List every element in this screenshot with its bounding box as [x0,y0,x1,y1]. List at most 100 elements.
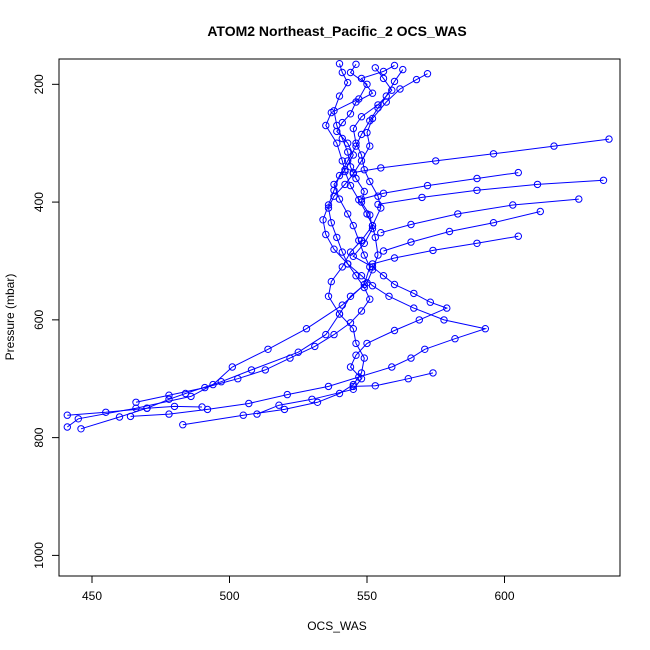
data-point [179,421,187,429]
data-point [335,171,344,180]
data-point [451,335,459,343]
data-point [360,354,368,362]
data-point [330,107,338,115]
y-tick-label: 400 [32,192,46,212]
data-point [280,405,289,414]
data-point [360,251,368,259]
data-point [346,319,355,327]
data-point [454,210,462,218]
data-point [366,211,374,219]
data-point [349,382,357,391]
data-point [338,248,346,256]
data-point [390,61,399,70]
data-point [349,252,357,260]
data-point [473,174,481,183]
data-point [333,233,341,242]
data-point [418,193,426,202]
data-point [399,65,407,74]
data-point [390,254,399,262]
y-tick-label: 800 [32,427,46,447]
data-point [423,70,432,78]
data-point [382,92,390,100]
data-point [363,128,371,137]
y-tick-label: 1000 [32,542,46,569]
data-point [330,245,338,253]
series-3 [179,64,396,429]
data-point [379,67,388,76]
data-point [349,168,357,177]
data-point [382,98,390,106]
data-point [344,148,352,156]
data-point [245,399,253,408]
data-point [357,375,366,383]
data-point [313,398,322,406]
series-1 [63,61,399,431]
data-point [333,139,341,147]
data-point [489,150,498,158]
data-point [261,366,269,374]
data-point [605,135,613,143]
data-point [330,192,338,200]
data-point [217,378,226,386]
data-point [415,316,423,324]
series-6 [132,70,432,406]
data-point [368,282,377,290]
data-point [575,195,583,203]
data-point [234,375,242,383]
data-point [429,369,437,377]
data-point [247,366,256,374]
data-point [412,75,421,84]
series-line [353,138,610,174]
data-point [368,114,377,123]
data-point [346,292,355,300]
data-point [390,77,399,86]
data-point [410,289,418,298]
data-point [346,110,355,118]
x-tick-label: 500 [219,589,239,603]
data-point [126,412,135,421]
series-9 [374,176,608,209]
data-point [335,310,344,318]
data-point [335,92,344,100]
data-point [253,410,261,418]
data-point [352,142,360,150]
data-point [357,157,366,165]
data-point [481,325,489,333]
y-tick-label: 200 [32,74,46,94]
data-point [357,195,366,203]
data-point [388,363,396,371]
data-point [322,121,330,130]
data-point [599,176,608,185]
data-point [379,74,388,83]
data-point [264,345,272,353]
data-point [324,292,333,300]
data-point [344,78,352,87]
data-layer [63,60,613,433]
data-point [368,224,377,233]
y-tick-label: 600 [32,310,46,330]
data-point [346,163,355,171]
data-point [363,80,371,89]
data-point [327,219,335,227]
data-point [77,425,85,433]
data-point [201,383,209,392]
series-7 [349,135,613,177]
data-point [550,142,558,150]
series-4 [126,65,489,421]
data-point [330,330,338,339]
data-point [335,60,344,68]
data-point [377,229,385,237]
data-point [533,180,542,189]
data-point [473,239,481,248]
data-point [363,339,371,348]
data-point [514,168,522,177]
data-point [473,186,481,195]
data-point [426,298,434,306]
data-point [371,233,379,242]
data-point [327,277,335,286]
data-point [509,201,517,209]
data-point [302,325,311,333]
data-point [338,118,346,127]
data-point [379,189,388,198]
